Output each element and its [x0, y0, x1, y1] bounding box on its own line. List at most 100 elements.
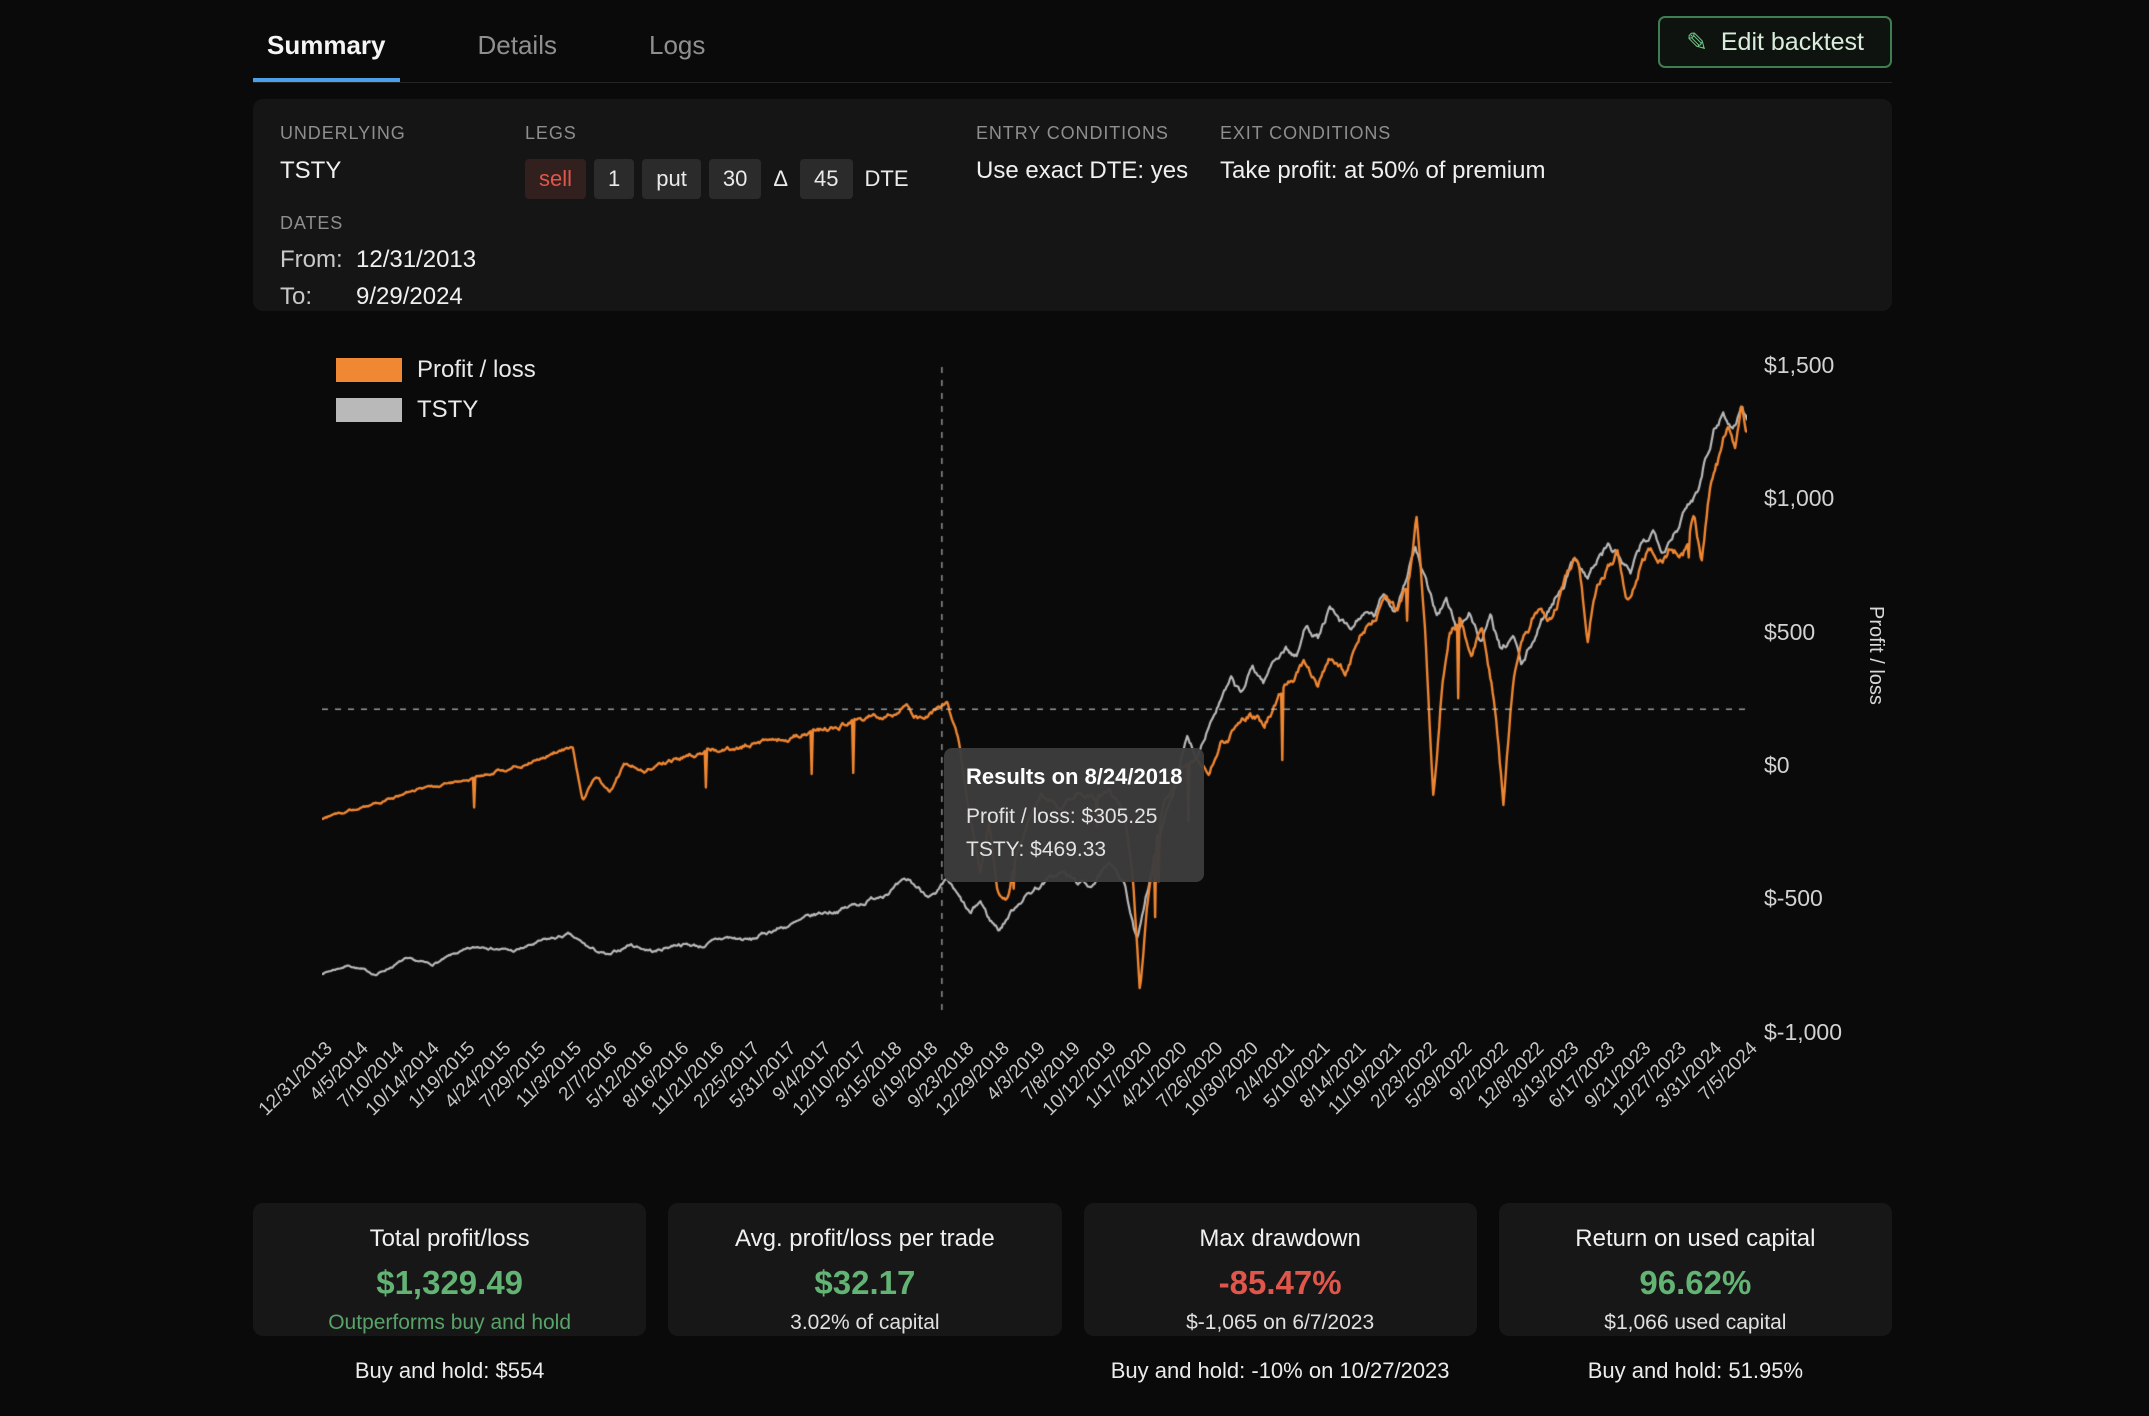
x-axis-tick-label: 10/12/2019: [1038, 1038, 1121, 1121]
date-to-value: 9/29/2024: [356, 283, 463, 310]
y-axis-tick-label: $500: [1764, 618, 1816, 645]
x-axis-tick-label: 11/3/2015: [512, 1038, 587, 1112]
x-axis-tick-label: 2/7/2016: [554, 1038, 622, 1106]
y-axis-tick-label: $-500: [1764, 885, 1823, 912]
x-axis-tick-label: 1/19/2015: [404, 1038, 480, 1113]
backtest-chart-canvas[interactable]: [322, 363, 1747, 1021]
x-axis-tick-label: 7/8/2019: [1017, 1038, 1085, 1106]
x-axis-tick-label: 8/16/2016: [618, 1038, 694, 1113]
x-axis-tick-label: 6/19/2018: [867, 1038, 943, 1113]
buy-hold-note-return: Buy and hold: 51.95%: [1587, 1358, 1804, 1383]
x-axis-tick-label: 10/30/2020: [1181, 1038, 1264, 1121]
x-axis-tick-label: 7/10/2014: [333, 1038, 409, 1113]
y-axis-tick-label: $1,500: [1764, 351, 1835, 378]
tooltip-tsty-line: TSTY: $469.33: [966, 837, 1107, 861]
stat-title: Return on used capital: [1575, 1225, 1816, 1252]
leg-chip-dte: DTE: [864, 166, 909, 191]
x-axis-tick-label: 3/13/2023: [1509, 1038, 1584, 1113]
stat-cards: Total profit/loss $1,329.49 Outperforms …: [253, 1203, 1892, 1336]
tab-logs[interactable]: Logs: [648, 30, 706, 60]
x-axis-tick-label: 4/24/2015: [440, 1038, 515, 1113]
stat-value: $1,329.49: [376, 1264, 524, 1301]
y-axis-tick-label: $1,000: [1764, 485, 1835, 512]
stat-sub: $1,066 used capital: [1604, 1311, 1787, 1334]
x-axis-tick-label: 12/31/2013: [254, 1038, 337, 1121]
x-axis-tick-label: 11/21/2016: [647, 1038, 729, 1120]
leg-chip-δ: Δ: [773, 166, 789, 191]
buy-hold-note-total: Buy and hold: $554: [354, 1358, 545, 1383]
x-axis-tick-label: 2/4/2021: [1231, 1038, 1299, 1106]
leg-chip-put: put: [642, 159, 701, 199]
stat-value: -85.47%: [1218, 1264, 1342, 1301]
chart-tooltip: Results on 8/24/2018 Profit / loss: $305…: [944, 748, 1205, 883]
buy-hold-note-avg: [668, 1358, 1061, 1384]
tab-details[interactable]: Details: [477, 30, 557, 60]
leg-chip-30: 30: [708, 159, 762, 199]
legs-label: LEGS: [525, 123, 577, 143]
x-axis-tick-label: 9/21/2023: [1580, 1038, 1655, 1113]
tooltip-title: Results on 8/24/2018: [966, 764, 1183, 789]
x-axis-tick-label: 12/10/2017: [789, 1038, 872, 1121]
backtest-config-card: UNDERLYING TSTY DATES From: 12/31/2013 T…: [253, 99, 1892, 311]
edit-backtest-button[interactable]: ✎ Edit backtest: [1658, 16, 1892, 68]
exit-conditions-section: EXIT CONDITIONS Take profit: at 50% of p…: [1220, 123, 1545, 185]
pencil-icon: ✎: [1686, 27, 1708, 57]
entry-conditions-value: Use exact DTE: yes: [976, 157, 1189, 184]
x-axis-tick-label: 7/26/2020: [1152, 1038, 1228, 1113]
stat-title: Max drawdown: [1199, 1225, 1361, 1252]
stat-value: $32.17: [814, 1264, 916, 1301]
stat-card-max-drawdown: Max drawdown -85.47% $-1,065 on 6/7/2023: [1083, 1203, 1477, 1336]
x-axis-tick-label: 5/31/2017: [725, 1038, 800, 1113]
stat-card-return-on-capital: Return on used capital 96.62% $1,066 use…: [1498, 1203, 1892, 1336]
exit-conditions-value: Take profit: at 50% of premium: [1220, 157, 1546, 184]
stat-sub: Outperforms buy and hold: [328, 1311, 572, 1334]
leg-chips: sell 1 put 30 Δ 45 DTE: [525, 159, 913, 199]
stat-card-total-profit-loss: Total profit/loss $1,329.49 Outperforms …: [253, 1203, 647, 1336]
date-from-value: 12/31/2013: [356, 246, 477, 273]
tab-bar: Summary Details Logs ✎ Edit backtest: [253, 14, 1892, 82]
exit-conditions-label: EXIT CONDITIONS: [1220, 123, 1392, 143]
entry-conditions-section: ENTRY CONDITIONS Use exact DTE: yes: [976, 123, 1188, 185]
buy-hold-note-drawdown: Buy and hold: -10% on 10/27/2023: [1110, 1358, 1450, 1383]
entry-conditions-label: ENTRY CONDITIONS: [976, 123, 1169, 143]
leg-chip-45: 45: [800, 159, 853, 199]
x-axis-tick-label: 3/31/2024: [1651, 1038, 1727, 1113]
dates-label: DATES: [280, 213, 344, 233]
stat-sub: 3.02% of capital: [790, 1311, 940, 1334]
edit-backtest-label: Edit backtest: [1720, 27, 1864, 56]
x-axis-tick-label: 6/17/2023: [1544, 1038, 1620, 1113]
underlying-section: UNDERLYING TSTY DATES From: 12/31/2013 T…: [280, 123, 476, 311]
x-axis-tick-label: 3/15/2018: [832, 1038, 907, 1113]
stat-title: Avg. profit/loss per trade: [735, 1225, 995, 1252]
x-axis-tick-label: 7/29/2015: [475, 1038, 551, 1113]
y-axis-tick-label: $-1,000: [1764, 1018, 1843, 1045]
tooltip-profit-loss-line: Profit / loss: $305.25: [966, 805, 1158, 828]
leg-chip-sell: sell: [525, 159, 587, 199]
date-to-label: To:: [280, 283, 313, 310]
tab-summary[interactable]: Summary: [253, 14, 400, 82]
x-axis-tick-label: 5/29/2022: [1402, 1038, 1477, 1113]
leg-chip-1: 1: [594, 159, 635, 199]
x-axis-tick-label: 12/29/2018: [931, 1038, 1014, 1121]
underlying-value: TSTY: [280, 157, 342, 184]
x-axis-tick-label: 12/27/2023: [1608, 1038, 1691, 1121]
x-axis-tick-label: 11/19/2021: [1324, 1038, 1406, 1120]
tab-divider: [253, 82, 1892, 83]
underlying-label: UNDERLYING: [280, 123, 406, 143]
stat-title: Total profit/loss: [369, 1225, 530, 1252]
buy-hold-notes: Buy and hold: $554 Buy and hold: -10% on…: [253, 1358, 1892, 1384]
x-axis-tick-label: 4/21/2020: [1117, 1038, 1192, 1113]
x-axis-tick-label: 7/5/2024: [1694, 1038, 1762, 1106]
x-axis-tick-label: 1/17/2020: [1081, 1038, 1157, 1113]
legs-section: LEGS sell 1 put 30 Δ 45 DTE: [525, 123, 913, 199]
tabs: Summary Details Logs: [253, 14, 719, 82]
x-axis-tick-label: 2/23/2022: [1366, 1038, 1442, 1113]
y-axis-tick-label: $0: [1764, 751, 1790, 778]
x-axis-tick-label: 5/10/2021: [1259, 1038, 1335, 1113]
x-axis-tick-label: 9/4/2017: [768, 1038, 836, 1106]
x-axis-tick-label: 4/5/2014: [305, 1038, 373, 1106]
dates-values: From: 12/31/2013 To: 9/29/2024: [280, 246, 476, 311]
x-axis-tick-label: 12/8/2022: [1473, 1038, 1549, 1113]
x-axis-tick-label: 8/14/2021: [1295, 1038, 1370, 1113]
